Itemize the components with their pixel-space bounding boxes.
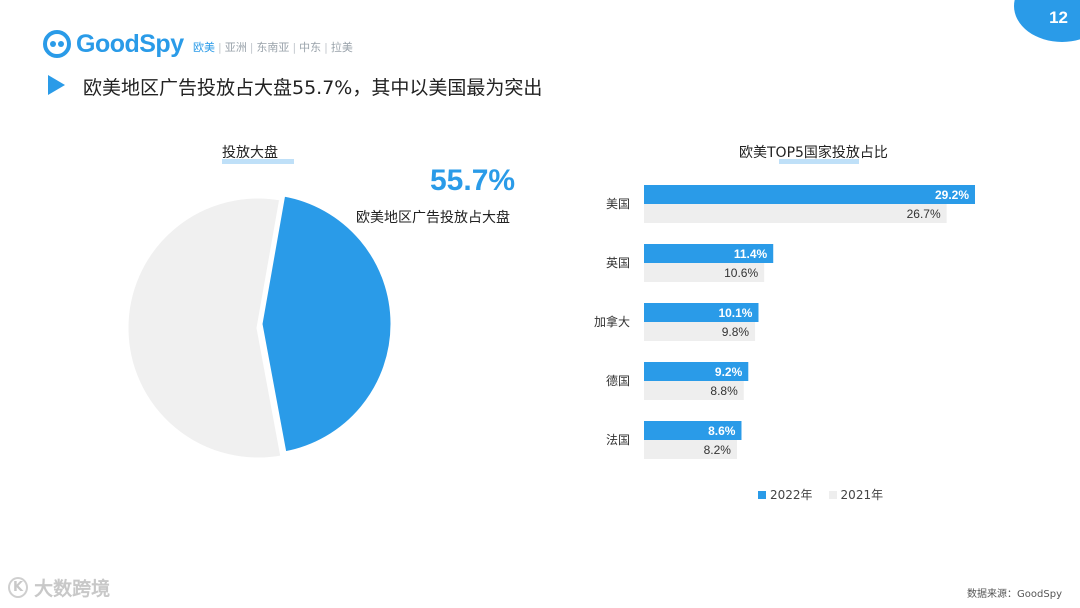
legend-item-2022[interactable]: 2022年 (758, 486, 813, 503)
legend-label-2022: 2022年 (770, 488, 813, 502)
category-label-1: 英国 (606, 256, 630, 270)
nav-item-latin-america[interactable]: 拉美 (330, 41, 353, 54)
category-label-2: 加拿大 (594, 314, 630, 329)
bar-2021-4 (644, 440, 737, 459)
bar-2021-2 (644, 322, 756, 341)
page-number: 12 (1049, 8, 1068, 27)
watermark-text: 大数跨境 (34, 578, 111, 600)
pie-highlight-value: 55.7% (430, 164, 516, 197)
bar-2021-1 (644, 263, 765, 282)
bar-2022-4 (644, 421, 742, 440)
logo-icon (43, 30, 71, 58)
nav-item-asia[interactable]: 亚洲 (224, 41, 247, 54)
region-nav: 欧美 | 亚洲 | 东南亚 | 中东 | 拉美 (193, 41, 353, 54)
data-source: 数据来源：GoodSpy (967, 589, 1062, 600)
bar-chart-title: 欧美TOP5国家投放占比 (739, 145, 888, 161)
watermark: K 大数跨境 (8, 574, 110, 601)
goodspy-logo[interactable]: GoodSpy (42, 26, 184, 62)
bar-2021-3 (644, 381, 744, 400)
page-headline: 欧美地区广告投放占大盘55.7%，其中以美国最为突出 (83, 77, 543, 99)
nav-item-middle-east[interactable]: 中东 (299, 41, 322, 54)
headline-arrow-icon (48, 75, 65, 95)
bar-2022-3 (644, 362, 749, 381)
watermark-icon: K (8, 577, 29, 598)
bar-label-2021-4: 8.2% (704, 443, 732, 457)
bar-label-2022-2: 10.1% (718, 306, 752, 320)
legend-item-2021[interactable]: 2021年 (828, 486, 884, 503)
bar-label-2021-2: 9.8% (722, 325, 750, 339)
category-label-0: 美国 (606, 197, 630, 211)
bar-label-2021-0: 26.7% (907, 207, 941, 221)
bar-title-underline (779, 159, 859, 164)
pie-slice-other (125, 195, 284, 461)
legend-swatch-2021 (828, 490, 837, 499)
logo-text: GoodSpy (76, 29, 184, 58)
bar-label-2022-3: 9.2% (715, 365, 743, 379)
bar-label-2022-4: 8.6% (708, 424, 736, 438)
pie-highlight-label: 欧美地区广告投放占大盘 (356, 210, 510, 226)
nav-item-europe-america[interactable]: 欧美 (193, 41, 215, 54)
pie-slice-europe-america (259, 193, 394, 455)
category-label-3: 德国 (606, 373, 630, 388)
pie-chart-title: 投放大盘 (222, 145, 278, 161)
bar-label-2021-3: 8.8% (710, 384, 738, 398)
bar-2022-2 (644, 303, 759, 322)
bar-2022-1 (644, 244, 774, 263)
nav-item-southeast-asia[interactable]: 东南亚 (256, 41, 290, 54)
bar-2021-0 (644, 204, 947, 223)
bar-label-2022-0: 29.2% (935, 188, 969, 202)
bar-legend: 2022年 2021年 (758, 486, 899, 503)
legend-swatch-2022 (758, 490, 766, 499)
pie-title-underline (222, 159, 294, 164)
bar-2022-0 (644, 185, 975, 204)
bar-label-2022-1: 11.4% (734, 247, 768, 261)
category-label-4: 法国 (606, 433, 630, 447)
bar-label-2021-1: 10.6% (724, 266, 758, 280)
legend-label-2021: 2021年 (840, 488, 884, 502)
